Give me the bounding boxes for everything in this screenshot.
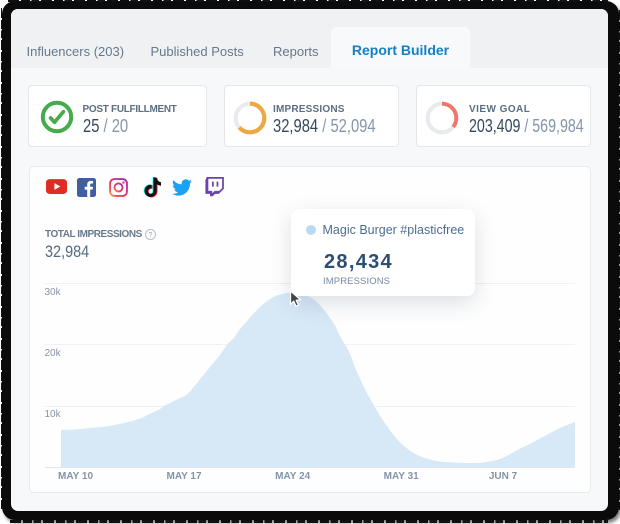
svg-text:?: ? — [148, 230, 152, 239]
